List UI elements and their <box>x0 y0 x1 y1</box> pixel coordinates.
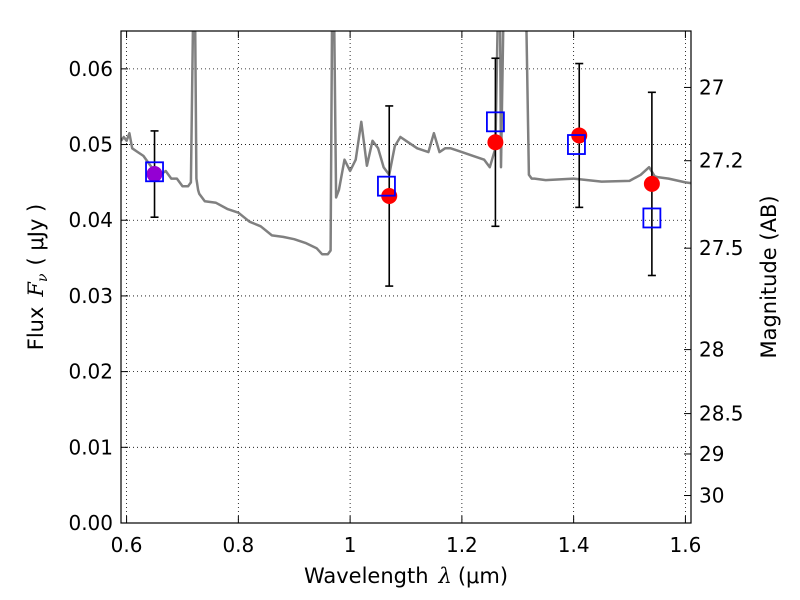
y-tick-label-3: 0.03 <box>68 284 113 308</box>
x-tick-label-1: 0.8 <box>222 533 254 557</box>
y-tick-label-1: 0.01 <box>68 435 113 459</box>
y-tick-label-5: 0.05 <box>68 133 113 157</box>
magnitude-axis-label: Magnitude (AB) <box>757 195 781 358</box>
ticks <box>121 31 691 524</box>
magnitude-tick-labels: 27 27.2 27.5 28 28.5 29 30 <box>699 75 744 507</box>
model-photometry-point-0 <box>145 161 164 183</box>
x-axis-unit: (μm) <box>458 564 508 588</box>
mag-tick-label-3: 28 <box>699 338 724 362</box>
y-axis-label: Flux Fν ( μJy ) <box>24 204 51 350</box>
y-tick-label-2: 0.02 <box>68 360 113 384</box>
model-photometry-point-2 <box>486 111 505 133</box>
mag-tick-label-2: 27.5 <box>699 236 744 260</box>
model-photometry-layer <box>145 111 662 229</box>
y-tick-label-0: 0.00 <box>68 511 113 535</box>
observed-point-2 <box>487 134 504 151</box>
y-tick-label-4: 0.04 <box>68 208 113 232</box>
x-axis-symbol: λ <box>438 564 452 588</box>
mag-tick-label-6: 30 <box>699 484 724 508</box>
mag-tick-label-5: 29 <box>699 442 724 466</box>
x-tick-label-3: 1.2 <box>446 533 478 557</box>
x-tick-label-0: 0.6 <box>111 533 143 557</box>
x-tick-label-5: 1.6 <box>670 533 702 557</box>
observed-point-0 <box>146 166 163 183</box>
y-tick-label-6: 0.06 <box>68 57 113 81</box>
observed-point-4 <box>643 175 660 192</box>
mag-tick-label-0: 27 <box>699 75 724 99</box>
y-axis-label-text: Flux <box>24 307 48 351</box>
mag-tick-label-4: 28.5 <box>699 402 744 426</box>
y-axis-symbol: F <box>24 281 48 298</box>
mag-tick-label-1: 27.2 <box>699 149 744 173</box>
x-axis-label: Wavelength λ (μm) <box>304 564 508 588</box>
plot-frame <box>120 30 692 524</box>
model-spectrum-line <box>121 31 691 256</box>
y-tick-labels: 0.00 0.01 0.02 0.03 0.04 0.05 0.06 <box>68 57 113 535</box>
x-tick-label-2: 1 <box>344 533 357 557</box>
y-axis-unit: ( μJy ) <box>24 204 48 266</box>
model-photometry-point-4 <box>642 207 662 229</box>
x-axis-label-text: Wavelength <box>304 564 429 588</box>
y-axis-subscript: ν <box>35 273 51 282</box>
model-photometry-point-3 <box>567 134 586 155</box>
x-tick-labels: 0.6 0.8 1 1.2 1.4 1.6 <box>111 533 702 557</box>
model-spectrum-layer <box>121 31 691 256</box>
x-tick-label-4: 1.4 <box>558 533 590 557</box>
model-photometry-point-1 <box>377 175 396 197</box>
